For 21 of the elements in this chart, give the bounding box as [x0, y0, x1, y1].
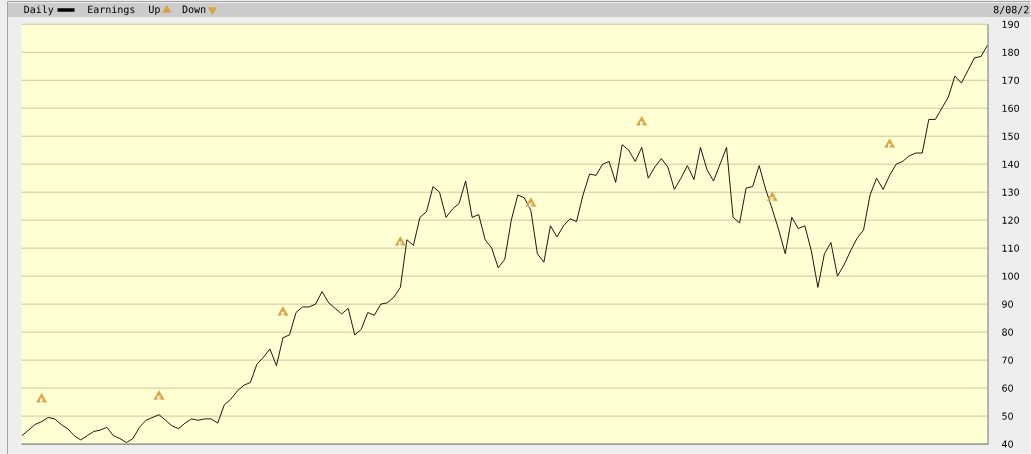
legend-label: Daily: [24, 5, 54, 16]
legend-label: Down: [182, 5, 206, 13]
y-tick-label: 50: [1002, 412, 1013, 420]
y-tick-label: 110: [1002, 244, 1020, 252]
text: 8/08/2: [993, 5, 1029, 15]
y-tick-label: 70: [1002, 356, 1013, 364]
y-tick-label: 180: [1002, 48, 1020, 56]
legend-label: Up: [149, 5, 160, 15]
y-tick-label: 160: [1002, 104, 1020, 112]
y-tick-label: 40: [1002, 440, 1013, 448]
y-tick-label: 100: [1002, 272, 1020, 280]
y-tick-label: 120: [1002, 216, 1020, 224]
y-tick-label: 140: [1002, 160, 1020, 168]
y-tick-label: 170: [1002, 76, 1020, 84]
y-tick-label: 150: [1002, 132, 1020, 140]
legend-title: Earnings: [88, 5, 135, 16]
y-tick-label: 80: [1002, 328, 1013, 336]
y-tick-label: 130: [1002, 188, 1020, 196]
y-tick-label: 90: [1002, 300, 1013, 308]
y-tick-label: 190: [1002, 20, 1020, 28]
y-tick-label: 60: [1002, 384, 1013, 392]
